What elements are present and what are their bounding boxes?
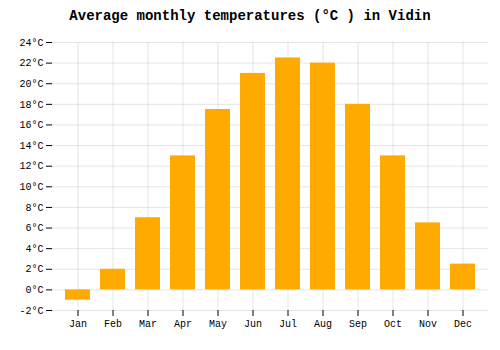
svg-text:Jul: Jul bbox=[279, 319, 297, 330]
svg-text:May: May bbox=[209, 319, 227, 330]
svg-text:Jun: Jun bbox=[244, 319, 262, 330]
svg-text:10°C: 10°C bbox=[19, 182, 43, 193]
svg-text:22°C: 22°C bbox=[19, 58, 43, 69]
svg-text:Apr: Apr bbox=[174, 319, 192, 330]
svg-text:18°C: 18°C bbox=[19, 100, 43, 111]
svg-text:Nov: Nov bbox=[419, 319, 437, 330]
svg-text:Feb: Feb bbox=[104, 319, 122, 330]
html-text:Average monthly temperatures (: Average monthly temperatures (°C ) in Vi… bbox=[69, 8, 431, 24]
svg-text:14°C: 14°C bbox=[19, 141, 43, 152]
svg-text:24°C: 24°C bbox=[19, 38, 43, 49]
svg-text:16°C: 16°C bbox=[19, 120, 43, 131]
svg-text:Oct: Oct bbox=[384, 319, 402, 330]
svg-text:8°C: 8°C bbox=[25, 203, 43, 214]
svg-text:Dec: Dec bbox=[454, 319, 472, 330]
svg-text:2°C: 2°C bbox=[25, 264, 43, 275]
svg-text:-2°C: -2°C bbox=[19, 306, 43, 317]
svg-text:0°C: 0°C bbox=[25, 285, 43, 296]
svg-text:6°C: 6°C bbox=[25, 223, 43, 234]
svg-text:12°C: 12°C bbox=[19, 161, 43, 172]
svg-text:Sep: Sep bbox=[349, 319, 367, 330]
svg-text:20°C: 20°C bbox=[19, 79, 43, 90]
svg-text:Mar: Mar bbox=[139, 319, 157, 330]
svg-text:Jan: Jan bbox=[69, 319, 87, 330]
svg-text:Aug: Aug bbox=[314, 319, 332, 330]
svg-text:4°C: 4°C bbox=[25, 244, 43, 255]
